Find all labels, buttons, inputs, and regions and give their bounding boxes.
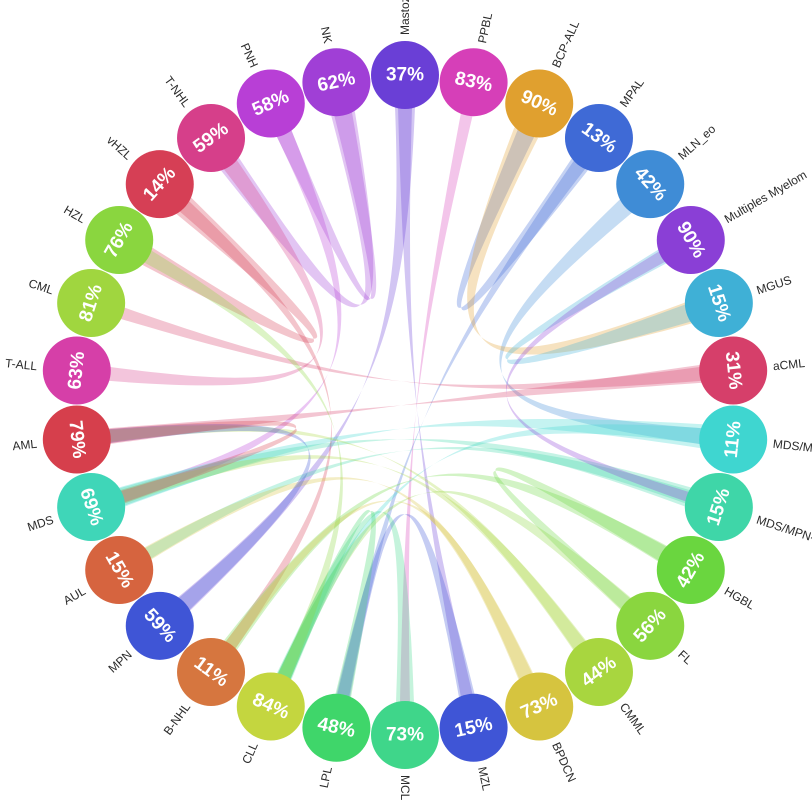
node-label: BCP-ALL <box>549 18 582 70</box>
node[interactable]: 58%PNH <box>237 41 305 138</box>
node-circle[interactable] <box>565 638 633 706</box>
node-label: CMML <box>617 700 649 737</box>
node[interactable]: 73%MCL <box>371 701 439 800</box>
node-label: MDS <box>26 513 56 535</box>
node[interactable]: 63%T-ALL <box>4 337 110 405</box>
node-circle[interactable] <box>177 104 245 172</box>
ribbons-layer <box>108 107 703 703</box>
node-label: MCL <box>398 775 412 800</box>
ribbon <box>400 112 473 703</box>
node-circle[interactable] <box>177 638 245 706</box>
node-label: MDS/MPN-U <box>772 437 812 458</box>
node-label: FL <box>675 647 695 667</box>
node-circle[interactable] <box>657 206 725 274</box>
node[interactable]: 69%MDS <box>26 473 126 541</box>
node-circle[interactable] <box>302 48 370 116</box>
node[interactable]: 37%Mastozytose <box>371 0 439 109</box>
ribbon <box>178 107 415 611</box>
node-circle[interactable] <box>685 269 753 337</box>
node-label: Mastozytose <box>398 0 412 35</box>
node-circle[interactable] <box>43 337 111 405</box>
node[interactable]: 11%MDS/MPN-U <box>699 405 812 473</box>
node-circle[interactable] <box>126 150 194 218</box>
node[interactable]: 62%NK <box>302 25 370 116</box>
node-label: T-ALL <box>4 356 38 373</box>
node-circle[interactable] <box>699 337 767 405</box>
node-label: CML <box>27 276 56 297</box>
node[interactable]: 15%MGUS <box>685 269 793 337</box>
node-circle[interactable] <box>371 41 439 109</box>
node-label: MPN <box>106 647 135 675</box>
node-circle[interactable] <box>57 473 125 541</box>
node-circle[interactable] <box>85 536 153 604</box>
node-label: Multiples Myelom <box>722 168 809 226</box>
node[interactable]: 83%PPBL <box>440 11 508 116</box>
node-circle[interactable] <box>657 536 725 604</box>
node-label: T-NHL <box>161 73 193 110</box>
node-circle[interactable] <box>616 592 684 660</box>
node-circle[interactable] <box>57 269 125 337</box>
node-label: PPBL <box>475 11 495 44</box>
node-circle[interactable] <box>440 694 508 762</box>
node-label: MPAL <box>617 76 647 110</box>
node-circle[interactable] <box>440 48 508 116</box>
node[interactable]: 81%CML <box>27 269 125 337</box>
node-circle[interactable] <box>43 405 111 473</box>
node-label: CLL <box>239 740 261 766</box>
node[interactable]: 76%HZL <box>61 203 153 274</box>
node-label: MLN_eo <box>675 122 718 163</box>
node-label: LPL <box>317 765 335 789</box>
node-label: B-NHL <box>161 700 194 738</box>
node-label: BPDCN <box>549 740 579 784</box>
node-circle[interactable] <box>237 70 305 138</box>
node[interactable]: 48%LPL <box>302 694 370 789</box>
node-circle[interactable] <box>371 701 439 769</box>
node[interactable]: 15%AUL <box>61 536 153 608</box>
node-label: aCML <box>772 356 806 373</box>
node-label: HGBL <box>722 584 758 613</box>
node[interactable]: 84%CLL <box>237 672 305 766</box>
node-circle[interactable] <box>699 405 767 473</box>
node[interactable]: 73%BPDCN <box>505 672 579 784</box>
node-label: HZL <box>61 203 88 227</box>
node[interactable]: 31%aCML <box>699 337 806 405</box>
chord-ring-chart: 37%Mastozytose83%PPBL90%BCP-ALL13%MPAL42… <box>0 0 812 800</box>
node-circle[interactable] <box>85 206 153 274</box>
node-circle[interactable] <box>237 672 305 740</box>
node-circle[interactable] <box>565 104 633 172</box>
node-label: MDS/MPN-RS-T <box>755 513 812 554</box>
node-circle[interactable] <box>505 70 573 138</box>
node-circle[interactable] <box>505 672 573 740</box>
node[interactable]: 15%MZL <box>440 694 508 792</box>
node-label: AML <box>12 437 38 454</box>
node-label: NK <box>318 25 335 44</box>
node-label: vHZL <box>104 133 135 163</box>
node-circle[interactable] <box>302 694 370 762</box>
node-label: MZL <box>475 765 494 792</box>
node-label: AUL <box>61 584 88 608</box>
node[interactable]: 79%AML <box>12 405 111 473</box>
node-circle[interactable] <box>616 150 684 218</box>
node-label: PNH <box>238 41 261 70</box>
node-circle[interactable] <box>126 592 194 660</box>
node-label: MGUS <box>755 273 794 297</box>
node-circle[interactable] <box>685 473 753 541</box>
